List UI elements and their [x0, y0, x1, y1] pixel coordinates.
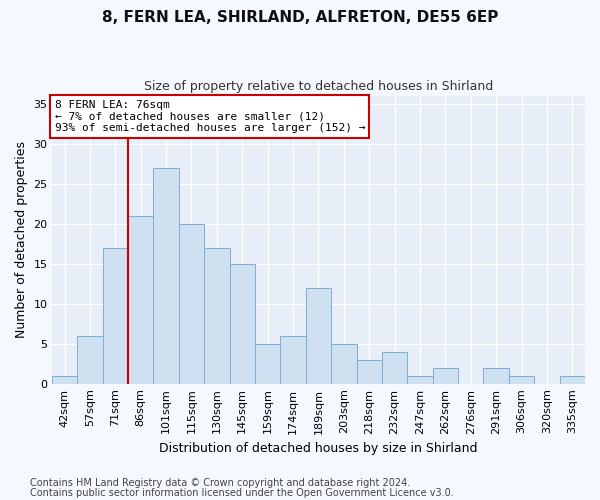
Title: Size of property relative to detached houses in Shirland: Size of property relative to detached ho… [144, 80, 493, 93]
Bar [52, 376, 77, 384]
Bar [204, 248, 230, 384]
Bar [255, 344, 280, 385]
Text: Contains HM Land Registry data © Crown copyright and database right 2024.: Contains HM Land Registry data © Crown c… [30, 478, 410, 488]
Bar [230, 264, 255, 384]
Bar [306, 288, 331, 384]
Bar [382, 352, 407, 384]
X-axis label: Distribution of detached houses by size in Shirland: Distribution of detached houses by size … [159, 442, 478, 455]
Bar [407, 376, 433, 384]
Text: 8 FERN LEA: 76sqm
← 7% of detached houses are smaller (12)
93% of semi-detached : 8 FERN LEA: 76sqm ← 7% of detached house… [55, 100, 365, 133]
Bar [433, 368, 458, 384]
Bar [103, 248, 128, 384]
Bar [154, 168, 179, 384]
Bar [560, 376, 585, 384]
Bar [331, 344, 356, 385]
Text: Contains public sector information licensed under the Open Government Licence v3: Contains public sector information licen… [30, 488, 454, 498]
Y-axis label: Number of detached properties: Number of detached properties [15, 142, 28, 338]
Bar [280, 336, 306, 384]
Bar [179, 224, 204, 384]
Bar [356, 360, 382, 384]
Bar [509, 376, 534, 384]
Bar [128, 216, 154, 384]
Bar [77, 336, 103, 384]
Text: 8, FERN LEA, SHIRLAND, ALFRETON, DE55 6EP: 8, FERN LEA, SHIRLAND, ALFRETON, DE55 6E… [102, 10, 498, 25]
Bar [484, 368, 509, 384]
